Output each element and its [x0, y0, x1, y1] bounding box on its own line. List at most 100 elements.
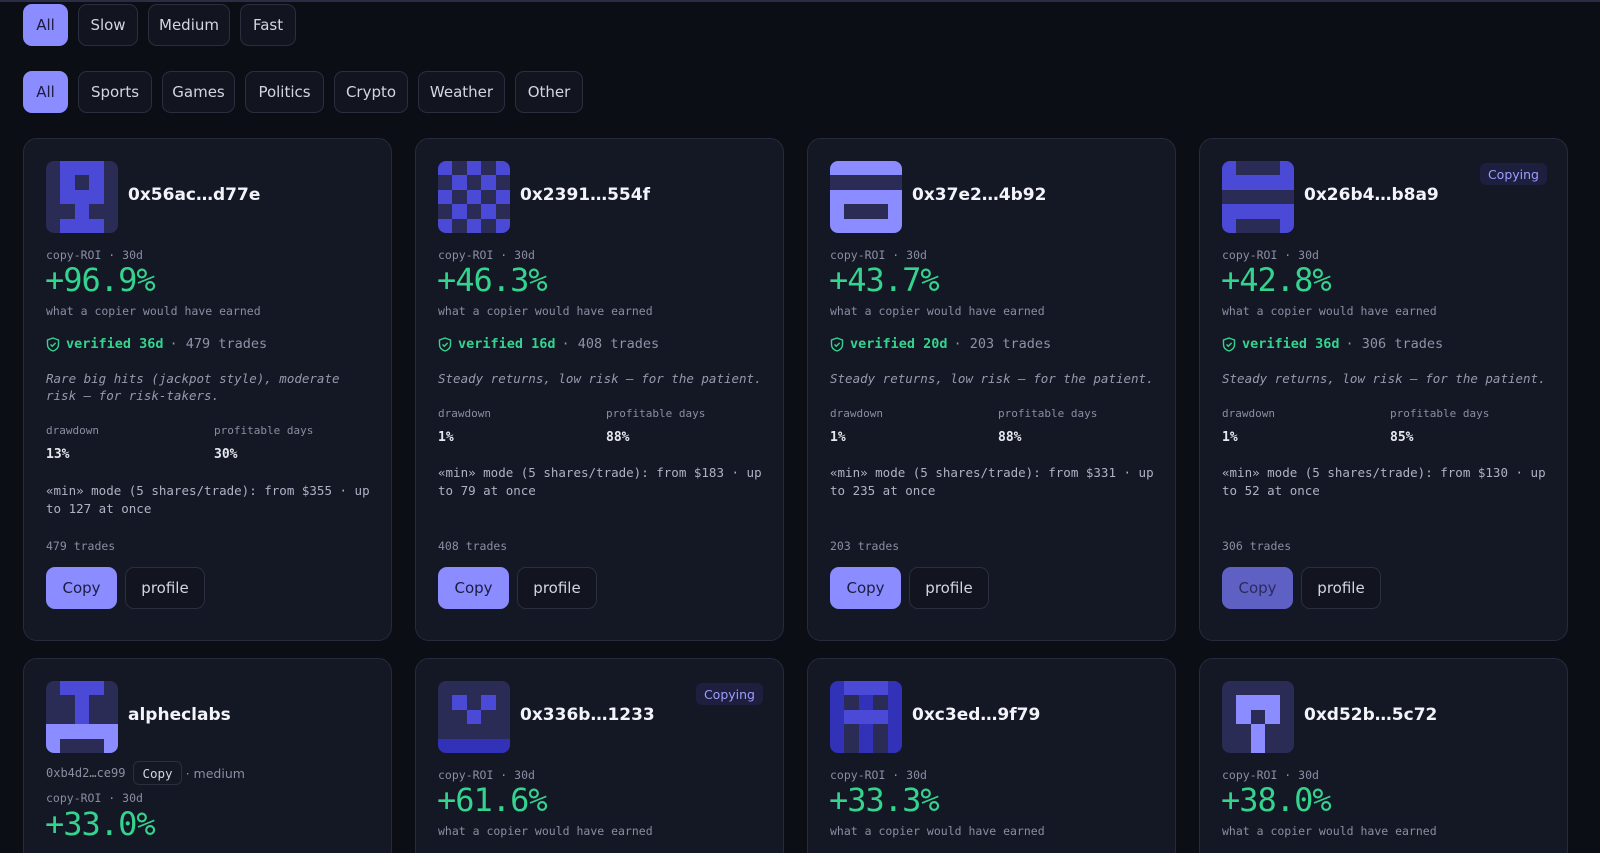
roi-label: copy-ROI · 30d: [830, 248, 927, 262]
drawdown-label: drawdown: [1222, 407, 1275, 420]
roi-value: +33.3%: [829, 781, 940, 819]
copy-button[interactable]: Copy: [46, 567, 117, 609]
profitable-days-value: 30%: [214, 447, 238, 462]
copy-button[interactable]: Copy: [830, 567, 901, 609]
verified-row: verified 16d · 408 trades: [438, 336, 659, 352]
speed-filter-slow[interactable]: Slow: [78, 4, 138, 46]
copying-badge: Copying: [695, 683, 763, 705]
trader-name[interactable]: alpheclabs: [128, 705, 231, 725]
category-filter-weather[interactable]: Weather: [418, 71, 505, 113]
copy-button[interactable]: Copy: [438, 567, 509, 609]
roi-value: +96.9%: [45, 261, 156, 299]
trader-name[interactable]: 0x2391…554f: [520, 185, 650, 205]
profitable-days-value: 88%: [998, 430, 1022, 445]
min-mode-info: «min» mode (5 shares/trade): from $130 ·…: [1222, 465, 1546, 498]
trader-card: 0x26b4…b8a9 Copying copy-ROI · 30d +42.8…: [1199, 138, 1568, 641]
verified-label: verified 20d: [850, 336, 948, 352]
speed-filter-all[interactable]: All: [23, 4, 68, 46]
trader-name[interactable]: 0x56ac…d77e: [128, 185, 261, 205]
roi-label: copy-ROI · 30d: [46, 791, 143, 805]
roi-value: +33.0%: [45, 805, 156, 843]
identicon-icon: [438, 681, 510, 753]
copy-button[interactable]: Copy: [1222, 567, 1293, 609]
min-mode-info: «min» mode (5 shares/trade): from $183 ·…: [438, 465, 762, 498]
roi-subtitle: what a copier would have earned: [830, 304, 1045, 318]
profitable-days-label: profitable days: [214, 424, 314, 437]
category-filter-politics[interactable]: Politics: [245, 71, 324, 113]
identicon-icon: [46, 681, 118, 753]
trader-card: 0x2391…554f copy-ROI · 30d +46.3% what a…: [415, 138, 784, 641]
drawdown-value: 1%: [438, 430, 454, 445]
strategy-description: Rare big hits (jackpot style), moderate …: [46, 371, 340, 403]
min-mode-info: «min» mode (5 shares/trade): from $355 ·…: [46, 483, 370, 516]
top-divider: [0, 0, 1600, 2]
identicon-icon: [830, 161, 902, 233]
trader-name[interactable]: 0xd52b…5c72: [1304, 705, 1438, 725]
speed-filter: All Slow Medium Fast: [23, 4, 296, 46]
speed-tag: · medium: [185, 765, 245, 781]
roi-subtitle: what a copier would have earned: [438, 304, 653, 318]
category-filter-all[interactable]: All: [23, 71, 68, 113]
shield-check-icon: [830, 336, 844, 352]
shield-check-icon: [438, 336, 452, 352]
speed-filter-fast[interactable]: Fast: [240, 4, 296, 46]
category-filter-sports[interactable]: Sports: [78, 71, 152, 113]
trader-name[interactable]: 0x26b4…b8a9: [1304, 185, 1439, 205]
trades-footer: 479 trades: [46, 539, 116, 553]
profile-button[interactable]: profile: [517, 567, 597, 609]
roi-subtitle: what a copier would have earned: [46, 304, 261, 318]
trader-address: 0xb4d2…ce99: [46, 766, 126, 780]
roi-value: +43.7%: [829, 261, 940, 299]
roi-subtitle: what a copier would have earned: [830, 824, 1045, 838]
trade-count: · 479 trades: [169, 336, 268, 352]
shield-check-icon: [1222, 336, 1236, 352]
profile-button[interactable]: profile: [125, 567, 205, 609]
identicon-icon: [1222, 681, 1294, 753]
category-filter: All Sports Games Politics Crypto Weather…: [23, 71, 583, 113]
trader-name[interactable]: 0x37e2…4b92: [912, 185, 1047, 205]
verified-row: verified 36d · 479 trades: [46, 336, 267, 352]
drawdown-value: 1%: [1222, 430, 1238, 445]
speed-filter-medium[interactable]: Medium: [148, 4, 230, 46]
profitable-days-value: 85%: [1390, 430, 1414, 445]
trade-count: · 306 trades: [1345, 336, 1444, 352]
category-filter-other[interactable]: Other: [515, 71, 583, 113]
trader-card: alpheclabs 0xb4d2…ce99 Copy · medium cop…: [23, 658, 392, 853]
trade-count: · 203 trades: [953, 336, 1052, 352]
profitable-days-label: profitable days: [1390, 407, 1490, 420]
drawdown-value: 1%: [830, 430, 846, 445]
trader-card: 0xc3ed…9f79 copy-ROI · 30d +33.3% what a…: [807, 658, 1176, 853]
profitable-days-label: profitable days: [998, 407, 1098, 420]
shield-check-icon: [46, 336, 60, 352]
trader-card: 0xd52b…5c72 copy-ROI · 30d +38.0% what a…: [1199, 658, 1568, 853]
verified-label: verified 16d: [458, 336, 556, 352]
trader-card: 0x37e2…4b92 copy-ROI · 30d +43.7% what a…: [807, 138, 1176, 641]
drawdown-label: drawdown: [830, 407, 883, 420]
roi-label: copy-ROI · 30d: [438, 768, 535, 782]
strategy-description: Steady returns, low risk — for the patie…: [1222, 371, 1546, 386]
strategy-description: Steady returns, low risk — for the patie…: [830, 371, 1154, 386]
trades-footer: 203 trades: [830, 539, 900, 553]
verified-label: verified 36d: [66, 336, 164, 352]
min-mode-info: «min» mode (5 shares/trade): from $331 ·…: [830, 465, 1154, 498]
roi-value: +46.3%: [437, 261, 548, 299]
roi-subtitle: what a copier would have earned: [1222, 304, 1437, 318]
roi-label: copy-ROI · 30d: [1222, 248, 1319, 262]
category-filter-games[interactable]: Games: [162, 71, 235, 113]
profitable-days-value: 88%: [606, 430, 630, 445]
profile-button[interactable]: profile: [1301, 567, 1381, 609]
copy-address-button[interactable]: Copy: [133, 761, 182, 785]
category-filter-crypto[interactable]: Crypto: [334, 71, 408, 113]
verified-label: verified 36d: [1242, 336, 1340, 352]
roi-label: copy-ROI · 30d: [46, 248, 143, 262]
trades-footer: 306 trades: [1222, 539, 1292, 553]
trader-name[interactable]: 0x336b…1233: [520, 705, 655, 725]
trader-name[interactable]: 0xc3ed…9f79: [912, 705, 1041, 725]
drawdown-label: drawdown: [46, 424, 99, 437]
roi-label: copy-ROI · 30d: [438, 248, 535, 262]
verified-row: verified 20d · 203 trades: [830, 336, 1051, 352]
trade-count: · 408 trades: [561, 336, 660, 352]
copying-badge: Copying: [1479, 163, 1547, 185]
profitable-days-label: profitable days: [606, 407, 706, 420]
profile-button[interactable]: profile: [909, 567, 989, 609]
